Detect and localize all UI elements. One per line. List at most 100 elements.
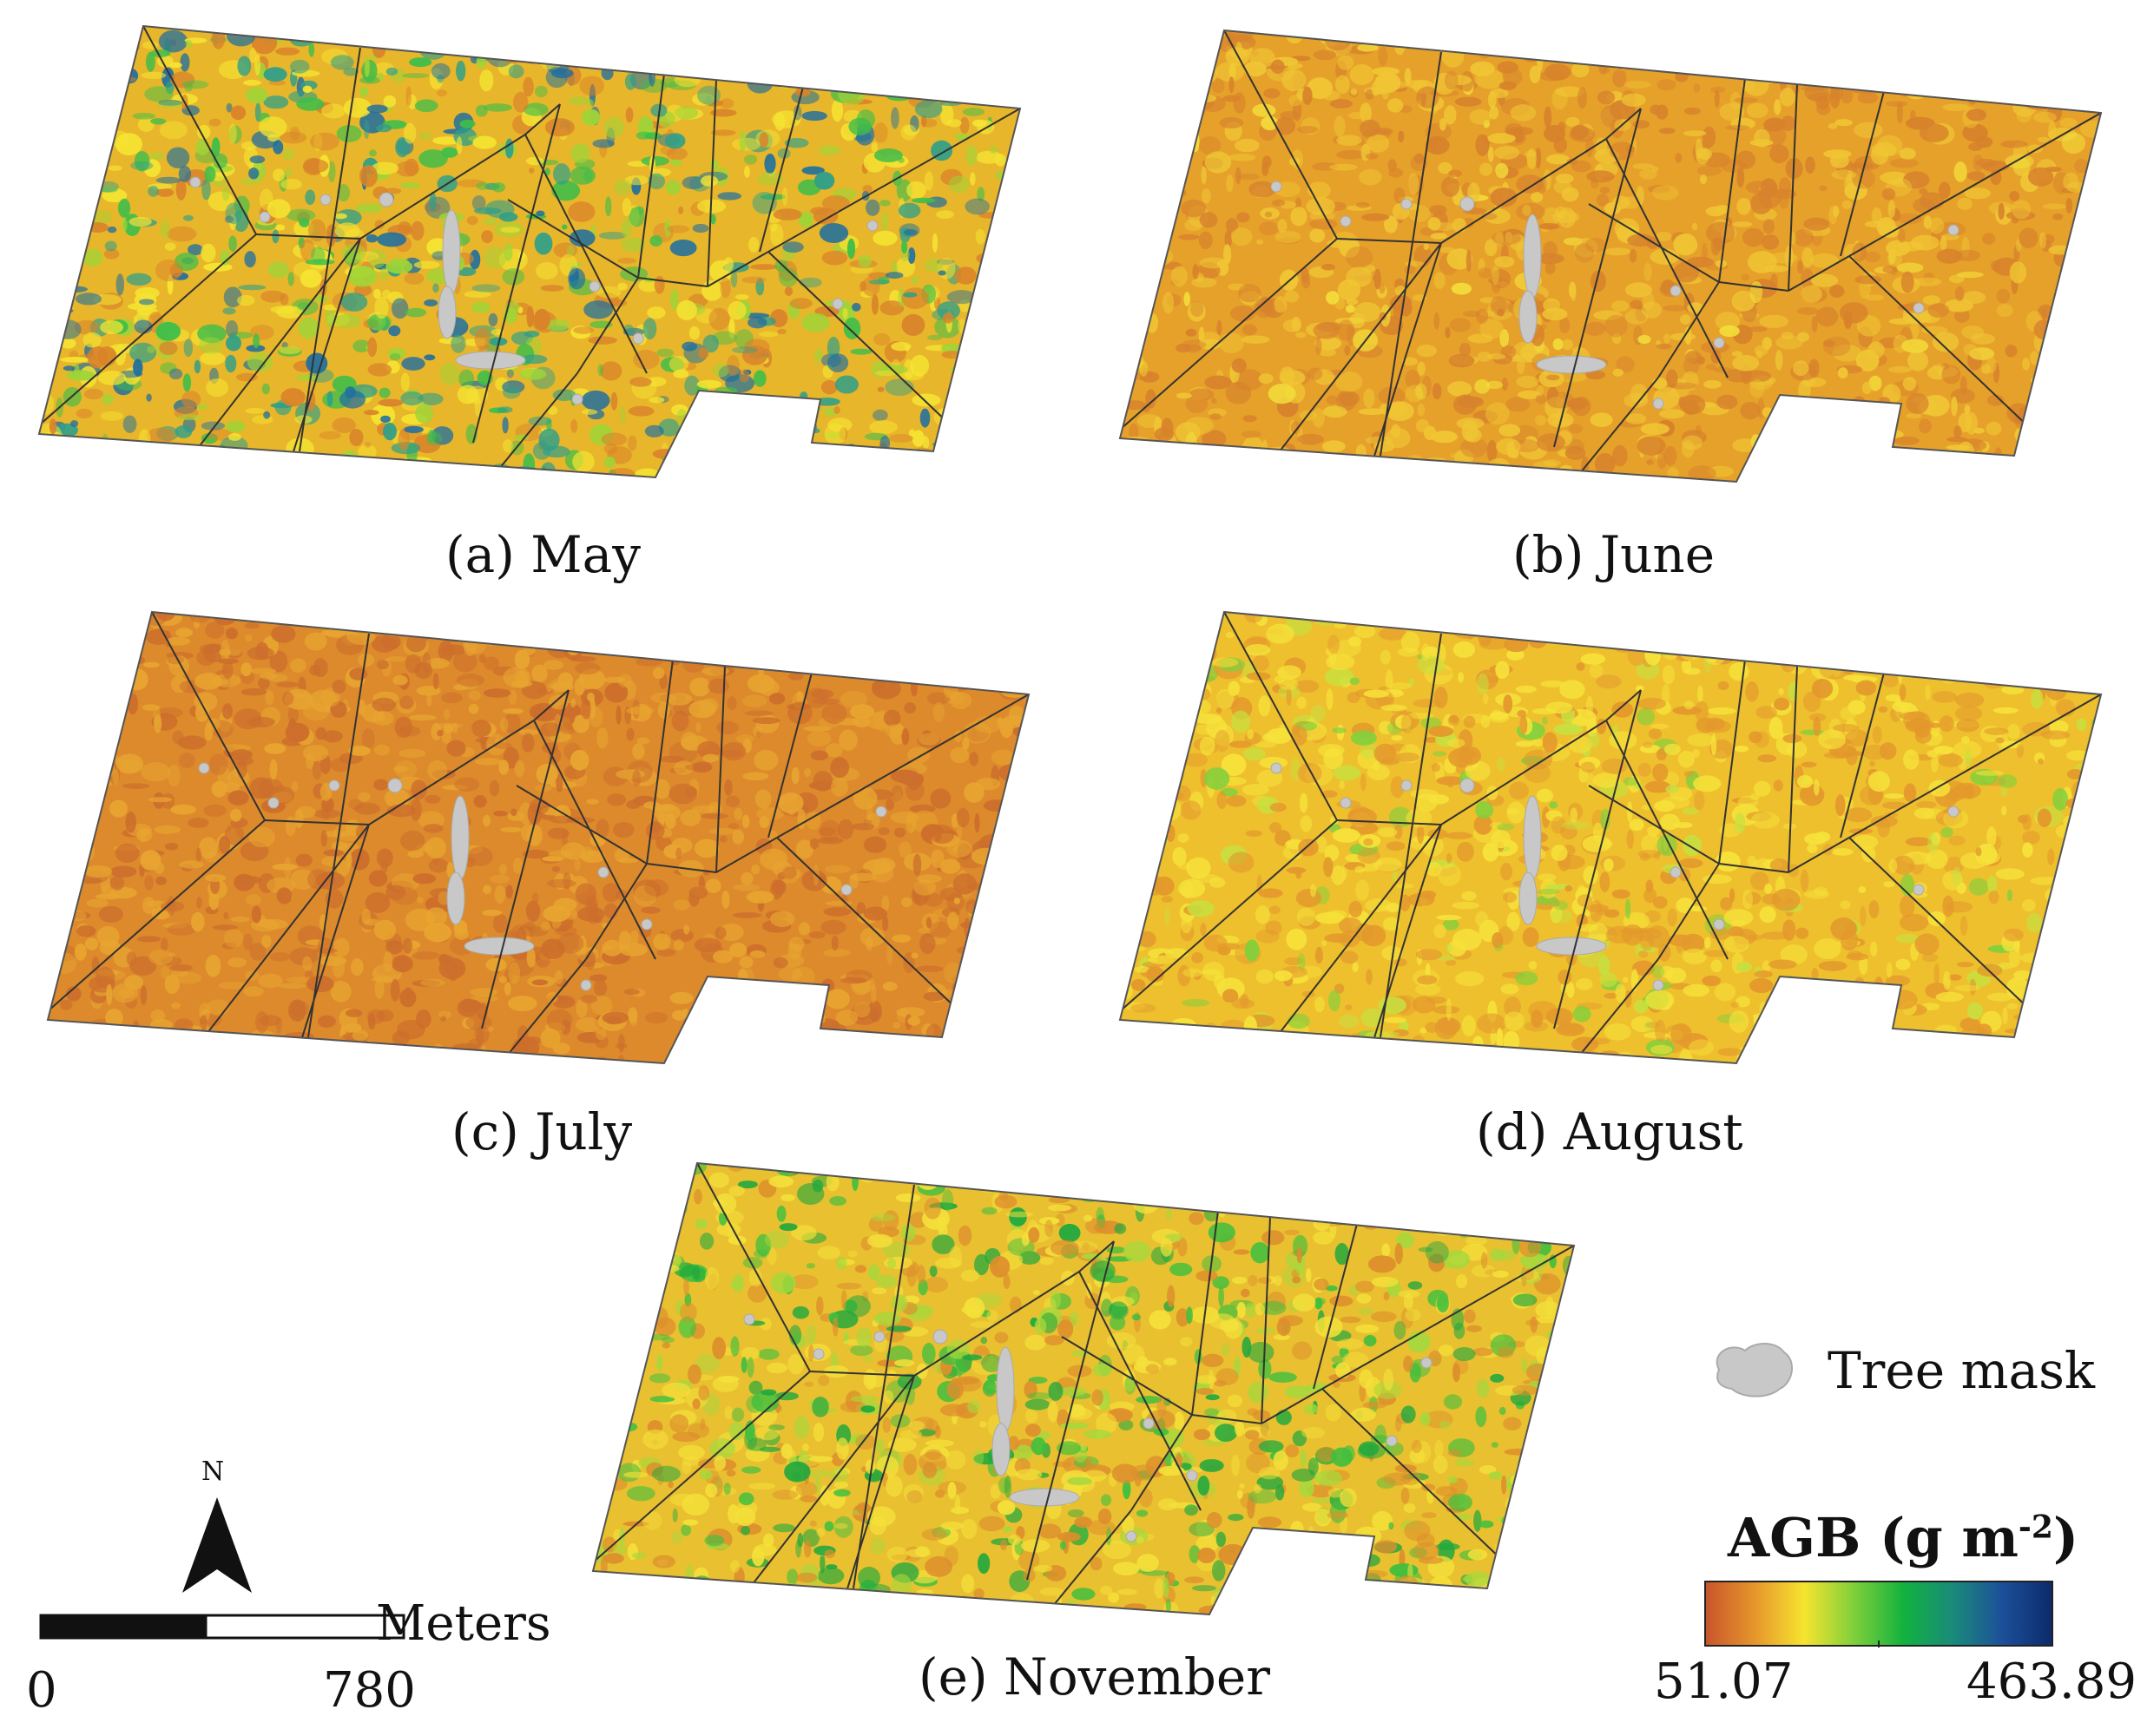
field-boundary bbox=[368, 720, 535, 825]
scale-bar bbox=[39, 1614, 405, 1640]
field-boundary bbox=[472, 103, 561, 444]
field-boundary bbox=[1788, 255, 1850, 292]
tree-mask-patch bbox=[442, 209, 461, 294]
field-boundary bbox=[299, 824, 370, 1047]
field-boundary bbox=[1026, 1240, 1115, 1581]
field-boundary bbox=[1120, 238, 1338, 431]
tree-mask-patch bbox=[589, 280, 601, 293]
field-boundary bbox=[707, 251, 769, 287]
field-boundary bbox=[1321, 1245, 1574, 1390]
field-boundary bbox=[767, 672, 813, 838]
colorbar-max-label: 463.89 bbox=[1966, 1654, 2134, 1710]
tree-mask-patch bbox=[1523, 214, 1542, 299]
field-boundary bbox=[1191, 1414, 1262, 1424]
north-arrow-right bbox=[217, 1497, 252, 1593]
field-boundary bbox=[1588, 203, 1720, 283]
field-boundary bbox=[844, 1375, 915, 1598]
map-raster bbox=[593, 1163, 1574, 1614]
field-boundary bbox=[1321, 1388, 1505, 1563]
tree-mask-patch bbox=[875, 806, 887, 818]
field-boundary bbox=[1848, 255, 2032, 431]
map-raster bbox=[1120, 612, 2101, 1063]
tree-mask-patch bbox=[1652, 979, 1664, 991]
tree-mask-patch bbox=[446, 871, 465, 925]
field-boundary bbox=[524, 134, 648, 374]
field-boundary bbox=[533, 720, 656, 960]
field-boundary bbox=[1313, 1223, 1358, 1390]
field-boundary bbox=[696, 1163, 811, 1372]
field-boundary bbox=[1371, 824, 1442, 1047]
field-boundary bbox=[255, 233, 361, 240]
tree-mask-patch bbox=[1459, 778, 1475, 793]
field-boundary bbox=[264, 819, 370, 825]
field-boundary bbox=[1718, 863, 1789, 873]
north-arrow-icon bbox=[182, 1497, 252, 1593]
tree-mask-patch bbox=[996, 1346, 1015, 1431]
tree-mask-patch bbox=[1536, 937, 1607, 956]
caption-may: (a) May bbox=[445, 525, 642, 584]
field-boundary bbox=[359, 134, 526, 240]
tree-mask-patch bbox=[1670, 866, 1682, 878]
north-arrow-left bbox=[182, 1497, 217, 1593]
tree-mask-patch bbox=[1270, 762, 1282, 774]
tree-mask-patch bbox=[580, 979, 592, 991]
tree-mask-patch bbox=[832, 298, 844, 310]
field-boundary bbox=[1605, 689, 1642, 721]
tree-mask-patch bbox=[1125, 1530, 1137, 1542]
field-boundary bbox=[1380, 51, 1442, 457]
field-outline bbox=[1118, 29, 2103, 483]
field-boundary bbox=[637, 73, 665, 279]
field-boundary bbox=[1840, 90, 1885, 257]
field-boundary bbox=[1191, 1210, 1219, 1416]
tree-mask-patch bbox=[1947, 224, 1959, 236]
tree-mask-patch bbox=[1340, 215, 1352, 227]
map-raster bbox=[1120, 30, 2101, 482]
tree-mask-patch bbox=[1913, 302, 1925, 314]
field-boundary bbox=[1788, 83, 1798, 292]
map-raster bbox=[48, 612, 1029, 1063]
tree-mask-patch bbox=[1652, 398, 1664, 410]
field-boundary bbox=[1605, 108, 1642, 140]
tree-mask-patch bbox=[1143, 1417, 1155, 1430]
tree-mask-swatch bbox=[1716, 1343, 1793, 1397]
field-boundary bbox=[533, 689, 570, 721]
field-boundary bbox=[481, 689, 570, 1029]
tree-mask-patch bbox=[455, 351, 526, 370]
field-boundary bbox=[1223, 612, 1338, 821]
tree-mask-patch bbox=[641, 918, 653, 930]
field-boundary bbox=[1553, 108, 1642, 448]
tree-mask-patch bbox=[840, 884, 853, 896]
field-boundary bbox=[1440, 720, 1607, 825]
field-outline bbox=[46, 610, 1031, 1065]
scale-end-label: 780 bbox=[323, 1662, 416, 1719]
tree-mask-patch bbox=[991, 1423, 1011, 1476]
field-boundary bbox=[1788, 837, 1850, 873]
tree-mask-patch bbox=[1459, 196, 1475, 212]
field-boundary bbox=[1052, 1509, 1132, 1607]
field-boundary bbox=[576, 277, 639, 374]
tree-mask-patch bbox=[319, 194, 332, 206]
tree-mask-patch bbox=[1713, 337, 1725, 349]
field-boundary bbox=[1579, 958, 1659, 1055]
scale-bar-black bbox=[39, 1614, 207, 1640]
tree-mask-patch bbox=[1340, 797, 1352, 809]
field-boundary bbox=[1718, 281, 1789, 292]
field-boundary bbox=[507, 199, 639, 279]
map-panel-3 bbox=[1118, 610, 2103, 1065]
tree-mask-patch bbox=[438, 286, 457, 339]
field-outline bbox=[37, 24, 1022, 479]
field-boundary bbox=[1788, 665, 1798, 873]
field-boundary bbox=[1848, 837, 2032, 1012]
field-boundary bbox=[913, 1271, 1080, 1377]
field-boundary bbox=[1657, 863, 1720, 960]
map-panel-0 bbox=[37, 24, 1022, 479]
field-boundary bbox=[1848, 694, 2101, 838]
tree-mask-patch bbox=[571, 393, 583, 405]
field-boundary bbox=[1261, 1216, 1271, 1424]
map-panel-1 bbox=[1118, 29, 2103, 483]
tree-mask-patch bbox=[189, 176, 201, 188]
tree-mask-patch bbox=[873, 1331, 886, 1343]
field-boundary bbox=[646, 863, 717, 873]
field-boundary bbox=[853, 1184, 915, 1589]
tree-mask-patch bbox=[1523, 795, 1542, 880]
